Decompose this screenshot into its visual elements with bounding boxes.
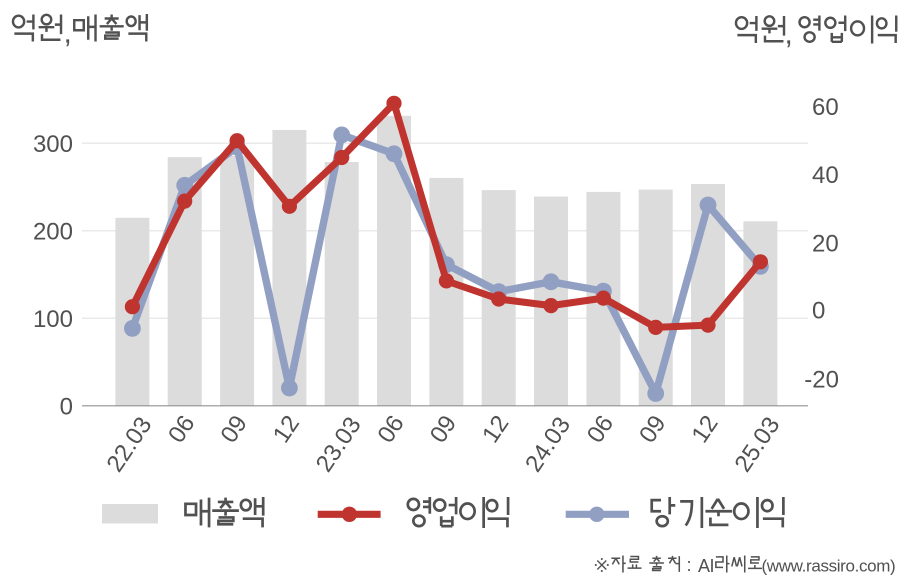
svg-text:200: 200 [33,218,73,245]
svg-text:20: 20 [812,230,839,257]
svg-text:40: 40 [812,162,839,189]
svg-text:(www.rassiro.com): (www.rassiro.com) [762,557,896,576]
svg-text:300: 300 [33,131,73,158]
svg-text:-20: -20 [804,366,839,393]
svg-text:60: 60 [812,94,839,121]
svg-text:0: 0 [812,298,825,325]
svg-text:,: , [64,17,72,50]
svg-text:100: 100 [33,306,73,333]
svg-text:AI: AI [698,556,714,576]
svg-text:,: , [785,18,793,51]
svg-text:0: 0 [60,393,73,420]
svg-text::: : [687,555,692,575]
